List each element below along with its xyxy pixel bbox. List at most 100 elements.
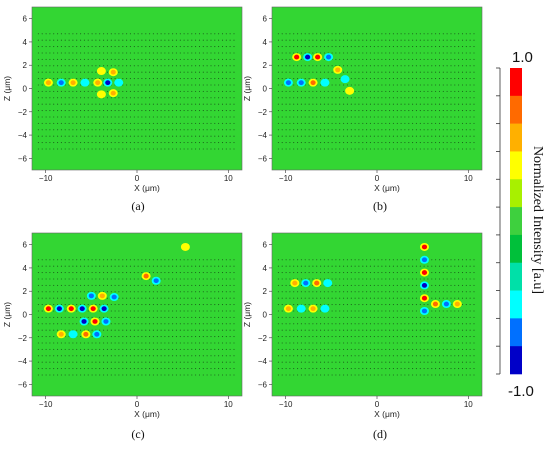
hotspot: [90, 306, 96, 312]
hotspot: [58, 80, 64, 86]
y-tick-label: 0: [263, 311, 268, 320]
hotspot: [110, 69, 116, 75]
panel-caption: (a): [131, 199, 144, 213]
colorbar: 1.0 -1.0 Normalized Intensity [a.u]: [496, 49, 545, 400]
hotspot: [335, 67, 341, 73]
y-tick-label: −4: [18, 357, 28, 366]
hotspot: [99, 293, 105, 299]
field-background: [272, 233, 482, 396]
hotspot: [305, 54, 311, 60]
hotspot: [101, 306, 107, 312]
field-background: [32, 7, 242, 170]
colorbar-swatch: [510, 207, 522, 236]
colorbar-swatch: [510, 95, 522, 124]
hole-lattice: [37, 33, 235, 150]
y-axis-label: Z (μm): [242, 302, 252, 327]
x-tick-label: 0: [375, 174, 380, 183]
hotspot: [56, 306, 62, 312]
hotspot: [105, 80, 111, 86]
colorbar-swatch: [510, 346, 522, 375]
panel-2: −10 0 10 −6 −4 −2 0 2 4 6 X (μm) Z (μm) (b): [242, 6, 483, 213]
x-tick-label: −10: [279, 400, 293, 409]
hotspot: [103, 319, 109, 324]
y-tick-label: 4: [263, 38, 268, 47]
intensity-hotspots: [283, 242, 462, 316]
intensity-hotspots: [283, 53, 355, 95]
y-tick-label: 0: [23, 85, 28, 94]
colorbar-swatch: [510, 318, 522, 347]
panel-4: −10 0 10 −6 −4 −2 0 2 4 6 X (μm) Z (μm) (d): [242, 232, 483, 441]
hotspot: [182, 244, 188, 250]
hotspot: [322, 80, 328, 86]
colorbar-swatch: [510, 68, 522, 97]
y-tick-label: −4: [18, 131, 28, 140]
hotspot: [98, 91, 104, 97]
y-tick-label: 2: [263, 61, 268, 70]
intensity-hotspots: [43, 242, 190, 339]
hotspot: [326, 54, 332, 60]
x-tick-label: −10: [39, 174, 53, 183]
y-tick-label: 2: [263, 287, 268, 296]
hotspot: [314, 280, 320, 286]
hotspot: [95, 80, 101, 86]
colorbar-swatch: [510, 262, 522, 291]
y-tick-label: −2: [18, 334, 28, 343]
hotspot: [303, 280, 309, 286]
hotspot: [342, 76, 348, 82]
x-tick-label: 10: [464, 174, 473, 183]
y-tick-label: −4: [258, 357, 268, 366]
colorbar-min-label: -1.0: [508, 383, 534, 400]
colorbar-title: Normalized Intensity [a.u]: [530, 146, 545, 294]
y-tick-label: 4: [263, 264, 268, 273]
x-tick-label: 10: [464, 400, 473, 409]
y-axis-label: Z (μm): [2, 76, 12, 101]
hotspot: [68, 306, 74, 312]
y-tick-label: 4: [23, 264, 28, 273]
colorbar-axis: [496, 67, 501, 375]
panel-caption: (c): [131, 427, 144, 441]
hotspot: [111, 294, 117, 300]
hotspot: [81, 319, 87, 324]
x-tick-label: 10: [224, 400, 233, 409]
hotspot: [322, 306, 328, 312]
panel-1: −10 0 10 −6 −4 −2 0 2 4 6 X (μm) Z (μm) (a): [2, 6, 243, 213]
hotspot: [454, 301, 460, 307]
x-tick-label: −10: [279, 174, 293, 183]
hotspot: [325, 280, 331, 286]
x-tick-label: −10: [39, 400, 53, 409]
y-tick-label: −6: [18, 380, 28, 389]
y-tick-label: 6: [263, 241, 268, 250]
hole-lattice: [277, 33, 475, 150]
hotspot: [70, 80, 76, 86]
hotspot: [94, 331, 100, 337]
x-axis-label: X (μm): [374, 409, 400, 419]
hotspot: [143, 273, 149, 279]
x-axis-label: X (μm): [134, 409, 160, 419]
colorbar-swatch: [510, 123, 522, 152]
y-tick-label: −2: [258, 334, 268, 343]
hole-lattice: [37, 259, 235, 376]
y-tick-label: −6: [258, 380, 268, 389]
hotspot: [421, 295, 428, 301]
intensity-hotspots: [43, 67, 124, 99]
hotspot: [443, 301, 449, 307]
hotspot: [58, 331, 64, 337]
hotspot: [92, 319, 98, 324]
hotspot: [83, 331, 89, 337]
panel-caption: (d): [373, 427, 387, 441]
y-tick-label: 2: [23, 61, 28, 70]
hotspot: [116, 80, 122, 86]
hotspot: [45, 306, 52, 312]
hotspot: [310, 80, 316, 86]
hotspot: [294, 54, 300, 60]
y-tick-label: 2: [23, 287, 28, 296]
hotspot: [421, 270, 428, 275]
hotspot: [298, 80, 304, 86]
y-axis-label: Z (μm): [242, 76, 252, 101]
hotspot: [421, 244, 428, 250]
panel-caption: (b): [373, 199, 387, 213]
y-tick-label: 6: [23, 15, 28, 24]
x-axis-label: X (μm): [134, 183, 160, 193]
y-tick-label: 6: [23, 241, 28, 250]
hotspot: [298, 306, 304, 312]
